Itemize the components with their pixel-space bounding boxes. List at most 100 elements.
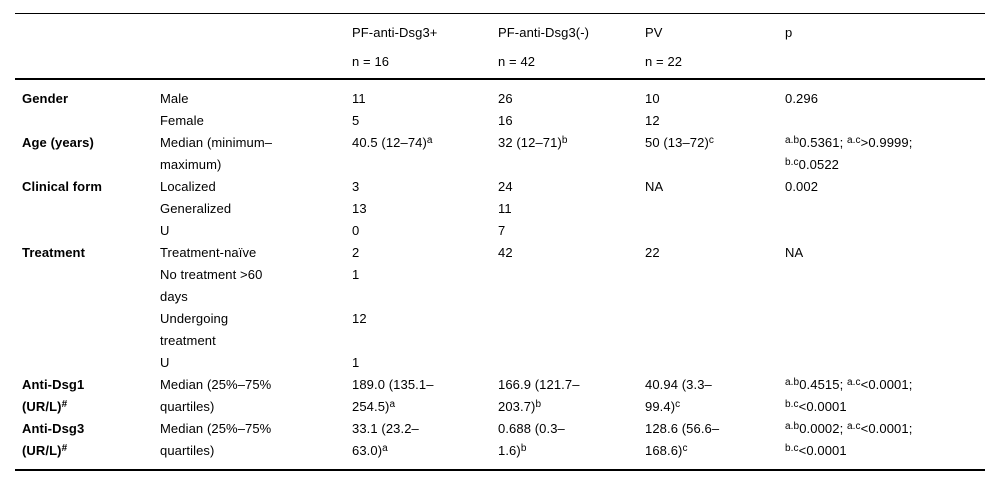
column-header-p-value: p — [778, 14, 985, 80]
table-cell: 0.296 — [785, 91, 819, 106]
table-cell: U — [160, 355, 170, 370]
table-row: Undergoing treatment 12 — [15, 308, 985, 352]
table-cell: 40.5 (12–74)a — [352, 134, 433, 150]
row-header-anti-dsg3: Anti-Dsg3 (UR/L)# — [22, 421, 85, 458]
table-cell: NA — [645, 179, 664, 194]
table-cell — [778, 264, 985, 308]
table-cell: Undergoing treatment — [160, 311, 229, 348]
table-cell: 10 — [645, 91, 660, 106]
row-header-treatment: Treatment — [22, 245, 86, 260]
table-cell: 12 — [352, 311, 367, 326]
table-row: Treatment Treatment-naïve 2 42 22 NA — [15, 242, 985, 264]
table-cell: 40.94 (3.3– 99.4)c — [645, 377, 712, 414]
row-header-empty — [15, 110, 153, 132]
table-row: Generalized 13 11 — [15, 198, 985, 220]
header-row: PF-anti-Dsg3+ n = 16 PF-anti-Dsg3(-) n =… — [15, 14, 985, 80]
column-label: PF-anti-Dsg3(-) — [498, 25, 590, 40]
table-cell: 11 — [352, 91, 366, 106]
table-cell: 22 — [645, 245, 660, 260]
table-cell: 24 — [498, 179, 513, 194]
table-cell — [638, 220, 778, 242]
row-header-empty — [15, 198, 153, 220]
table-cell: 0 — [352, 223, 360, 238]
table-row: U 0 7 — [15, 220, 985, 242]
row-header-empty — [15, 308, 153, 352]
column-header-pf-anti-dsg3-neg: PF-anti-Dsg3(-) n = 42 — [491, 14, 638, 80]
table-cell: 50 (13–72)c — [645, 134, 714, 150]
table-body: Gender Male 11 26 10 0.296 Female 5 16 1… — [15, 79, 985, 470]
table-cell — [491, 264, 638, 308]
table-row: Clinical form Localized 3 24 NA 0.002 — [15, 176, 985, 198]
table-cell: 12 — [645, 113, 660, 128]
column-header-empty-1 — [15, 14, 153, 80]
patient-characteristics-table: PF-anti-Dsg3+ n = 16 PF-anti-Dsg3(-) n =… — [15, 13, 985, 471]
table-cell: 1 — [352, 267, 360, 282]
table-cell: a.b0.0002; a.c<0.0001; b.c<0.0001 — [785, 420, 913, 458]
table-cell — [491, 352, 638, 374]
table-row: Anti-Dsg3 (UR/L)# Median (25%–75% quartile… — [15, 418, 985, 470]
table-cell — [778, 308, 985, 352]
table-cell: Median (25%–75% quartiles) — [160, 421, 272, 458]
row-header-empty — [15, 352, 153, 374]
table-row: Age (years) Median (minimum– maximum) 40.… — [15, 132, 985, 176]
row-header-clinical-form: Clinical form — [22, 179, 103, 194]
table-cell — [638, 308, 778, 352]
table-cell — [778, 220, 985, 242]
table-cell: Male — [160, 91, 189, 106]
table-cell: 0.688 (0.3– 1.6)b — [498, 421, 565, 458]
table-row: Female 5 16 12 — [15, 110, 985, 132]
table-cell — [638, 198, 778, 220]
table-cell: a.b0.4515; a.c<0.0001; b.c<0.0001 — [785, 376, 913, 414]
table-cell: Median (25%–75% quartiles) — [160, 377, 272, 414]
table-row: No treatment >60 days 1 — [15, 264, 985, 308]
table-cell: U — [160, 223, 170, 238]
row-header-anti-dsg1: Anti-Dsg1 (UR/L)# — [22, 377, 85, 414]
row-header-empty — [15, 220, 153, 242]
column-header-pv: PV n = 22 — [638, 14, 778, 80]
column-n-count: n = 42 — [498, 54, 536, 69]
table-cell: 0.002 — [785, 179, 819, 194]
table-cell: 26 — [498, 91, 513, 106]
table-cell: 42 — [498, 245, 513, 260]
table-cell: Localized — [160, 179, 216, 194]
table-header: PF-anti-Dsg3+ n = 16 PF-anti-Dsg3(-) n =… — [15, 14, 985, 80]
table-cell: 189.0 (135.1– 254.5)a — [352, 377, 434, 414]
table-row: Gender Male 11 26 10 0.296 — [15, 79, 985, 110]
table-cell: Treatment-naïve — [160, 245, 257, 260]
table-cell: 32 (12–71)b — [498, 134, 568, 150]
table-row: Anti-Dsg1 (UR/L)# Median (25%–75% quartile… — [15, 374, 985, 418]
table-cell: 11 — [498, 201, 512, 216]
column-n-count: n = 16 — [352, 54, 390, 69]
column-label: PV — [645, 25, 663, 40]
table-cell: 166.9 (121.7– 203.7)b — [498, 377, 580, 414]
table-cell — [778, 198, 985, 220]
row-header-age: Age (years) — [22, 135, 94, 150]
table-cell: 128.6 (56.6– 168.6)c — [645, 421, 720, 458]
column-n-count: n = 22 — [645, 54, 683, 69]
table-row: U 1 — [15, 352, 985, 374]
table-cell: 13 — [352, 201, 367, 216]
table-cell: 5 — [352, 113, 360, 128]
column-header-empty-2 — [153, 14, 345, 80]
row-header-gender: Gender — [22, 91, 69, 106]
column-label: p — [785, 25, 793, 40]
column-header-pf-anti-dsg3-pos: PF-anti-Dsg3+ n = 16 — [345, 14, 491, 80]
table-cell: 7 — [498, 223, 506, 238]
table-container: PF-anti-Dsg3+ n = 16 PF-anti-Dsg3(-) n =… — [15, 13, 985, 471]
table-cell — [638, 264, 778, 308]
table-cell: Median (minimum– maximum) — [160, 135, 273, 172]
table-cell: Female — [160, 113, 204, 128]
table-cell: NA — [785, 245, 804, 260]
table-cell: a.b0.5361; a.c>0.9999; b.c0.0522 — [785, 134, 913, 172]
table-cell: 33.1 (23.2– 63.0)a — [352, 421, 419, 458]
table-cell: 16 — [498, 113, 513, 128]
table-cell — [491, 308, 638, 352]
column-label: PF-anti-Dsg3+ — [352, 25, 438, 40]
table-cell — [638, 352, 778, 374]
table-cell: No treatment >60 days — [160, 267, 263, 304]
table-cell: 3 — [352, 179, 360, 194]
row-header-empty — [15, 264, 153, 308]
table-cell — [778, 110, 985, 132]
table-cell — [778, 352, 985, 374]
